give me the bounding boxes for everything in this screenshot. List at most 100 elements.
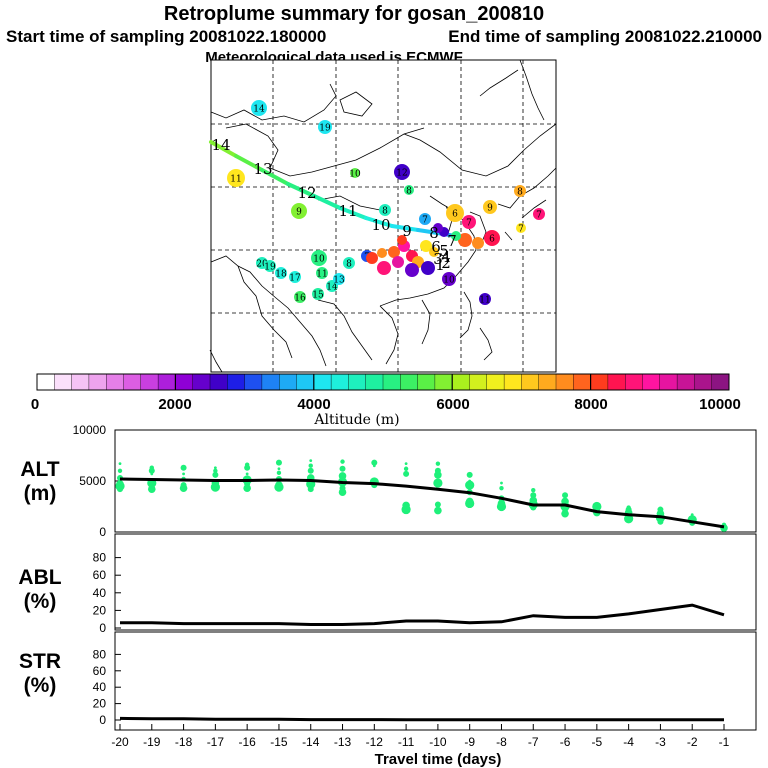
map-cluster-marker <box>289 271 301 283</box>
alt-scatter-point <box>150 472 154 476</box>
alt-scatter-point <box>307 467 314 474</box>
alt-scatter-point <box>275 459 282 466</box>
alt-scatter-point <box>561 509 569 518</box>
alt-scatter-point <box>465 480 475 490</box>
colorbar-cell <box>157 373 176 391</box>
map-dense-marker <box>377 248 387 258</box>
map-dense-marker <box>451 231 461 241</box>
map-cluster-marker <box>318 120 332 134</box>
alt-median-line <box>119 477 725 529</box>
map-cluster-number: 9 <box>296 208 302 218</box>
map-dense-marker <box>405 263 419 277</box>
x-tick-label: -1 <box>719 735 730 749</box>
map-cluster-marker <box>479 293 491 305</box>
colorbar-cell <box>244 373 263 391</box>
alt-scatter-point <box>276 470 282 476</box>
colorbar-frame <box>36 373 730 391</box>
alt-scatter-point <box>277 467 281 471</box>
colorbar-cell <box>452 373 471 391</box>
y-tick-label: 20 <box>93 603 107 617</box>
map-cluster-marker <box>516 223 526 233</box>
map-cluster-marker <box>419 213 431 225</box>
colorbar-cell <box>400 373 419 391</box>
colorbar-tick-0: 0 <box>31 396 39 413</box>
alt-scatter-point <box>433 478 443 488</box>
colorbar-title: Altitude (m) <box>313 412 399 428</box>
map-cluster-marker <box>294 291 306 303</box>
alt-scatter-point <box>434 471 442 479</box>
colorbar-tick-4000: 4000 <box>297 396 330 413</box>
colorbar-cell <box>279 373 298 391</box>
map-cluster-marker <box>514 185 526 197</box>
str-panel-unit: (%) <box>24 674 57 697</box>
alt-scatter-points <box>115 459 728 532</box>
x-tick-label: -7 <box>528 735 539 749</box>
alt-scatter-point <box>182 472 185 476</box>
x-tick-label: -11 <box>398 735 415 749</box>
alt-scatter-point <box>401 504 411 515</box>
colorbar-tick-6000: 6000 <box>436 396 469 413</box>
x-tick-label: -19 <box>143 735 161 749</box>
alt-scatter-point <box>148 467 155 474</box>
map-cluster-marker <box>275 267 287 279</box>
alt-scatter-point <box>213 468 218 473</box>
x-axis-ticks: -20 -19 -18 -17 -16 -15 -14 -13 -12 -11 -10 -9 -8 -7 -… <box>111 724 730 749</box>
trajectory-day-label: 9 <box>402 222 412 240</box>
alt-y-ticks: 0 5000 10000 <box>73 423 121 539</box>
colorbar-tick-8000: 8000 <box>574 396 607 413</box>
map-cluster-marker <box>483 200 497 214</box>
abl-path <box>120 603 725 626</box>
alt-scatter-point <box>434 506 442 515</box>
map-cluster-marker <box>404 185 414 195</box>
map-cluster-number: 6 <box>452 210 458 220</box>
alt-scatter-point <box>434 501 441 508</box>
map-cluster-number: 11 <box>316 270 327 280</box>
abl-panel: ABL (%) 0 20 40 60 80 <box>18 533 757 635</box>
map-cluster-marker <box>251 100 267 116</box>
trajectory-day-label: 7 <box>447 232 457 250</box>
map-cluster-number: 16 <box>294 294 306 304</box>
alt-scatter-point <box>308 463 313 468</box>
colorbar-cell <box>313 373 332 391</box>
map-cluster-marker <box>442 272 456 286</box>
colorbar-cell <box>711 373 730 391</box>
map-dense-marker <box>388 246 400 258</box>
map-cluster-number: 10 <box>443 276 455 286</box>
colorbar-cell <box>625 373 644 391</box>
alt-scatter-point <box>404 462 408 466</box>
map-cluster-marker <box>312 288 324 300</box>
x-tick-label: -13 <box>334 735 352 749</box>
trajectory-day-label: 14 <box>211 136 230 154</box>
trajectory-day-label: 2 <box>441 254 451 272</box>
alt-scatter-point <box>499 485 504 491</box>
alt-scatter-point <box>403 466 409 471</box>
x-tick-label: -15 <box>270 735 288 749</box>
alt-scatter-point <box>624 514 634 524</box>
colorbar-tick-labels: 0 2000 4000 6000 8000 10000 <box>31 396 741 413</box>
end-time-label: End time of sampling 20081022.210000 <box>448 27 762 46</box>
colorbar-cell <box>330 373 349 391</box>
trajectory-day-label: 10 <box>371 216 390 234</box>
abl-y-ticks: 0 20 40 60 80 <box>93 551 121 635</box>
colorbar-cell <box>71 373 90 391</box>
alt-panel-unit: (m) <box>24 482 57 505</box>
map-cluster-marker <box>484 230 500 246</box>
str-path <box>119 716 724 722</box>
alt-scatter-point <box>118 462 122 466</box>
colorbar-tick-10000: 10000 <box>699 396 741 413</box>
y-tick-label: 0 <box>99 621 106 635</box>
trajectory-day-label: 13 <box>253 160 272 178</box>
alt-median-path <box>119 477 725 529</box>
str-panel-frame <box>114 631 757 731</box>
map-cluster-number: 9 <box>487 204 493 214</box>
colorbar-cell <box>659 373 678 391</box>
colorbar-cell <box>590 373 609 391</box>
alt-panel: ALT (m) 0 5000 10000 <box>20 423 757 539</box>
map-cluster-number: 18 <box>275 270 287 280</box>
alt-panel-label: ALT <box>20 458 59 481</box>
alt-scatter-point <box>371 459 378 466</box>
alt-scatter-point <box>466 471 473 478</box>
abl-panel-unit: (%) <box>24 590 57 613</box>
